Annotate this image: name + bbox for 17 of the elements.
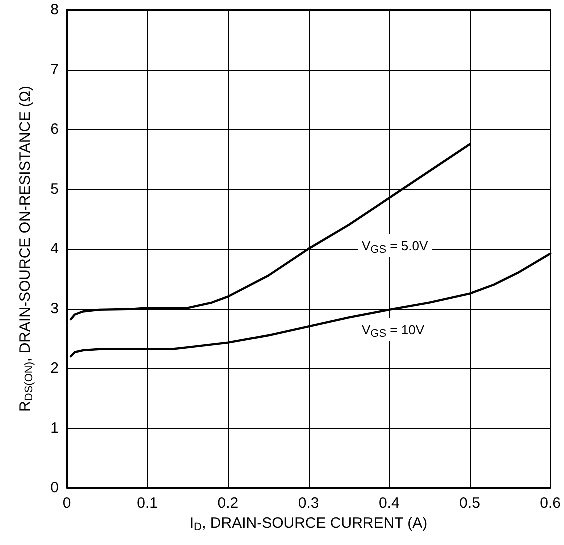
- y-tick-label: 4: [50, 240, 59, 258]
- x-tick-label: 0.4: [378, 495, 400, 512]
- y-tick-label: 7: [50, 61, 59, 78]
- y-tick-label: 3: [50, 300, 59, 318]
- x-tick-label: 0.1: [137, 495, 158, 512]
- y-tick-label: 5: [50, 180, 59, 198]
- y-tick-label: 1: [50, 420, 59, 437]
- x-tick-label: 0: [62, 495, 72, 512]
- y-tick-label: 6: [50, 121, 59, 138]
- y-tick-label: 2: [50, 360, 59, 377]
- y-tick-label: 0: [50, 480, 59, 496]
- x-tick-label: 0.6: [540, 495, 562, 512]
- x-tick-label: 0.2: [218, 495, 239, 512]
- x-tick-label: 0.5: [460, 495, 480, 512]
- y-axis-title: RDS(ON), DRAIN-SOURCE ON-RESISTANCE (Ω): [17, 86, 36, 412]
- y-tick-label: 8: [50, 2, 59, 18]
- x-tick-label: 0.3: [298, 495, 320, 512]
